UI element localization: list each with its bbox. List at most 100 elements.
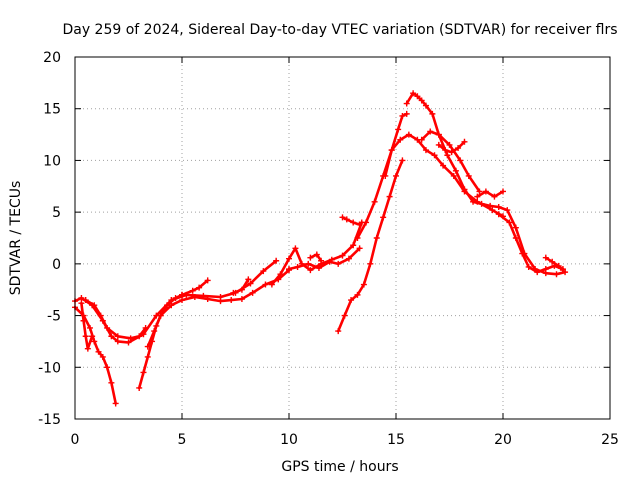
data-point [382,172,389,179]
data-point [506,219,513,226]
series-track-10 [286,245,363,273]
data-point [228,297,235,304]
data-point [519,250,526,257]
data-point [82,333,89,340]
data-point [500,188,506,195]
plot-frame [74,56,611,420]
data-point [343,216,350,223]
series-track-11 [307,251,325,264]
data-point [446,141,453,148]
series-line [146,268,291,348]
data-point [305,260,312,267]
data-point [318,257,325,264]
data-point [114,338,121,345]
x-tick-label: 25 [601,432,619,448]
data-point [482,188,489,195]
data-point [405,131,412,138]
x-tick-label: 5 [178,432,187,448]
data-point [403,110,410,117]
series-track-8 [230,276,252,296]
data-point [549,258,556,265]
data-point [356,221,363,228]
series-track-7 [179,277,211,298]
data-point [172,294,179,301]
data-point [144,353,151,360]
series-line [475,190,505,198]
data-point [452,167,459,174]
data-point [204,277,211,284]
data-point [99,353,106,360]
data-point [78,300,85,307]
y-tick-label: 20 [43,50,61,66]
series-track-3 [78,300,96,352]
data-point [189,287,196,294]
series-line [180,279,209,297]
data-point [386,193,393,200]
grid [75,57,610,419]
data-point [559,267,566,274]
series-track-21 [335,157,406,335]
data-point [491,193,498,200]
x-tick-label: 10 [280,432,298,448]
data-point [348,297,355,304]
data-point [326,258,333,265]
data-point [422,147,429,154]
tick-labels: 0 5 10 15 20 25 -15 -10 -5 0 5 10 15 20 [38,50,619,448]
y-tick-label: 10 [43,153,61,169]
data-point [86,324,93,331]
x-tick-label: 0 [71,432,80,448]
data-point [356,245,363,252]
data-point [410,90,417,97]
series-track-18 [474,188,506,200]
data-point [339,214,346,221]
data-point [474,193,481,200]
data-point [448,149,455,156]
x-axis-label: GPS time / hours [281,459,398,475]
data-point [457,157,464,164]
data-point [142,324,149,331]
series-track-6 [144,267,292,350]
data-point [553,271,560,278]
data-point [144,343,151,350]
data-point [555,262,562,269]
series-track-4 [82,297,149,342]
data-point [277,271,284,278]
data-point [418,97,425,104]
data-point [367,260,374,267]
y-tick-label: 0 [52,257,61,273]
data-point [84,345,91,352]
data-point [422,102,429,109]
data-point [294,263,301,270]
y-tick-label: 15 [43,102,61,118]
data-point [95,348,102,355]
data-point [230,289,237,296]
series-track-17 [435,138,468,156]
data-point [91,338,98,345]
data-series [72,90,569,407]
series-track-12 [339,214,363,228]
data-point [151,328,158,335]
data-point [512,224,519,231]
data-point [341,312,348,319]
data-point [495,203,502,210]
data-point [191,293,198,300]
data-point [444,152,451,159]
data-point [217,298,224,305]
data-point [442,147,449,154]
data-point [414,93,421,100]
data-point [542,266,549,273]
axis-ticks [74,56,611,420]
data-point [450,172,457,179]
data-point [435,131,442,138]
data-point [350,219,357,226]
data-point [470,198,477,205]
data-point [431,152,438,159]
data-point [403,100,410,107]
data-point [108,333,115,340]
data-point [360,281,367,288]
y-axis-label: SDTVAR / TECUs [8,181,24,296]
data-point [380,214,387,221]
data-point [418,136,425,143]
data-point [315,264,322,271]
data-point [313,251,320,258]
